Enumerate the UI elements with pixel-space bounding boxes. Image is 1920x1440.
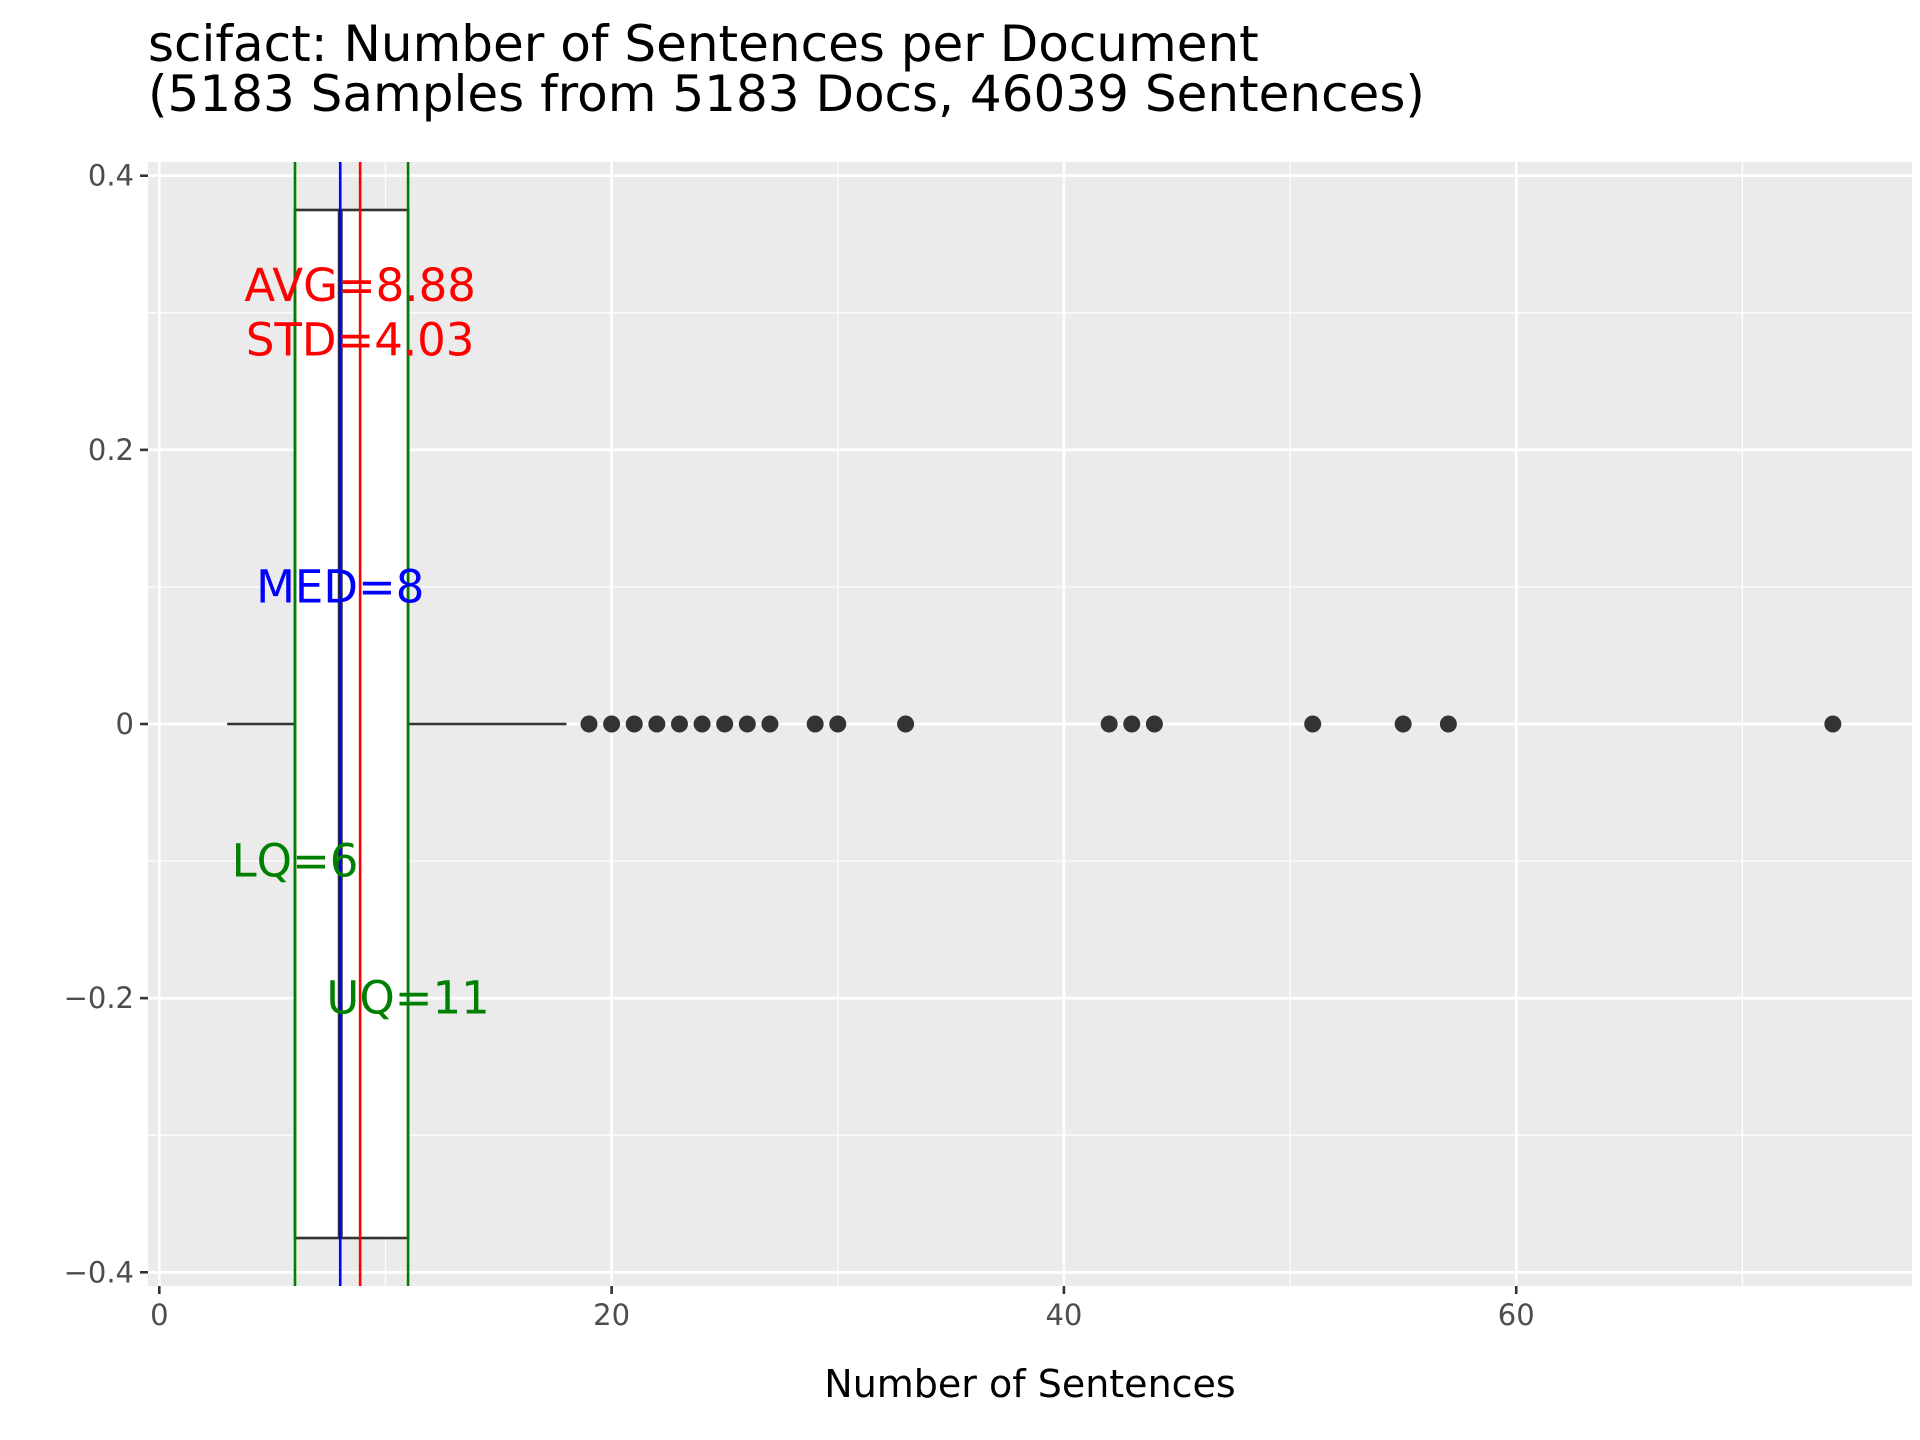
- outlier-point: [1100, 715, 1118, 733]
- outlier-point: [603, 715, 621, 733]
- x-tick-label: 60: [1498, 1298, 1535, 1332]
- outlier-point: [806, 715, 824, 733]
- outlier-point: [738, 715, 756, 733]
- x-axis-title: Number of Sentences: [824, 1362, 1235, 1406]
- reference-lines: [293, 162, 410, 1286]
- outlier-point: [1394, 715, 1412, 733]
- chart-title: scifact: Number of Sentences per Documen…: [148, 15, 1259, 73]
- outlier-point: [648, 715, 666, 733]
- annotation-med: MED=8: [256, 560, 424, 613]
- outlier-point: [670, 715, 688, 733]
- x-tick-label: 20: [593, 1298, 630, 1332]
- annotation-avg: AVG=8.88: [244, 259, 475, 312]
- outlier-point: [1123, 715, 1141, 733]
- y-tick-label: 0.4: [88, 159, 134, 193]
- outlier-point: [1145, 715, 1163, 733]
- outlier-point: [1824, 715, 1842, 733]
- annotation-lq: LQ=6: [232, 835, 359, 888]
- outlier-points: [580, 715, 1842, 733]
- interquartile-box: [293, 208, 410, 1240]
- outlier-point: [897, 715, 915, 733]
- outlier-point: [1439, 715, 1457, 733]
- outlier-point: [829, 715, 847, 733]
- y-tick-label: 0.2: [88, 433, 134, 467]
- outlier-point: [625, 715, 643, 733]
- outlier-point: [761, 715, 779, 733]
- outlier-point: [716, 715, 734, 733]
- outlier-point: [1304, 715, 1322, 733]
- annotation-std: STD=4.03: [246, 314, 475, 367]
- y-tick-label: −0.2: [64, 981, 134, 1015]
- outlier-point: [580, 715, 598, 733]
- annotation-uq: UQ=11: [326, 972, 489, 1025]
- y-tick-label: 0: [116, 707, 134, 741]
- grid-lines: [148, 162, 1912, 1286]
- chart-subtitle: (5183 Samples from 5183 Docs, 46039 Sent…: [148, 65, 1425, 123]
- y-tick-label: −0.4: [64, 1255, 134, 1289]
- x-tick-label: 0: [150, 1298, 168, 1332]
- axes: 0 20 40 60 0.4 0.2 0 −0.2 −0.4: [64, 159, 1535, 1332]
- outlier-point: [693, 715, 711, 733]
- x-tick-label: 40: [1045, 1298, 1082, 1332]
